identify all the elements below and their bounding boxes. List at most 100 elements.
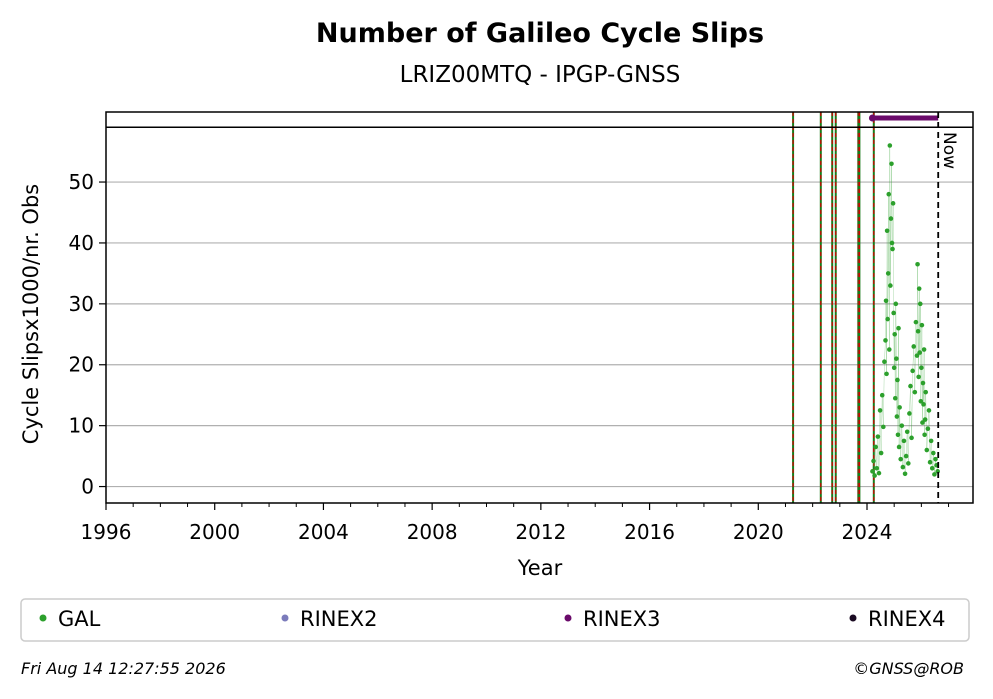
y-tick-label: 0 — [81, 475, 94, 499]
data-point-gal — [892, 331, 898, 337]
data-point-gal — [919, 365, 924, 371]
data-point-gal — [888, 216, 894, 221]
data-point-gal — [924, 447, 930, 453]
legend-marker — [39, 614, 47, 622]
data-point-gal — [889, 240, 895, 246]
legend-box — [20, 598, 970, 642]
chart-title: Number of Galileo Cycle Slips — [316, 18, 764, 49]
x-tick-label: 2016 — [624, 520, 675, 544]
data-point-gal — [928, 438, 934, 444]
x-tick-label: 2008 — [407, 520, 458, 544]
data-point-gal — [908, 383, 913, 389]
data-point-gal — [890, 246, 895, 252]
data-point-gal — [926, 408, 932, 413]
data-point-gal — [884, 228, 890, 234]
data-point-gal — [903, 453, 909, 459]
data-point-gal — [887, 143, 893, 148]
data-point-gal — [921, 402, 926, 407]
y-axis-label: Cycle Slipsx1000/nr. Obs — [19, 184, 43, 444]
data-point-gal — [878, 450, 884, 456]
footer-credit: ©GNSS@ROB — [853, 659, 964, 678]
data-point-gal — [916, 374, 921, 380]
data-point-gal — [877, 408, 883, 413]
data-point-gal — [922, 417, 928, 422]
data-point-gal — [911, 344, 917, 349]
data-point-gal — [917, 350, 923, 355]
data-point-gal — [886, 347, 892, 352]
data-point-gal — [891, 310, 896, 316]
data-point-gal — [900, 464, 906, 470]
data-point-gal — [888, 283, 893, 288]
data-point-gal — [884, 371, 889, 377]
data-point-gal — [922, 432, 927, 438]
data-point-gal — [875, 434, 881, 439]
legend-label: GAL — [58, 607, 101, 631]
grid-lines — [106, 181, 973, 488]
data-point-gal — [874, 465, 880, 471]
legend-marker — [564, 614, 572, 622]
data-point-gal — [902, 471, 908, 477]
data-point-gal — [913, 319, 919, 325]
chart-subtitle: LRIZ00MTQ - IPGP-GNSS — [400, 62, 681, 88]
data-point-gal — [883, 338, 888, 343]
x-tick-label: 2000 — [189, 520, 240, 544]
data-point-gal — [918, 398, 924, 404]
plot-frame — [105, 111, 974, 504]
data-point-gal — [892, 395, 898, 401]
data-point-gal — [870, 469, 875, 474]
data-point-gal — [923, 389, 929, 395]
data-point-gal — [889, 161, 894, 167]
legend-marker — [281, 614, 289, 622]
data-point-gal — [876, 470, 882, 476]
data-point-gal — [907, 411, 912, 416]
data-point-gal — [895, 432, 901, 438]
data-point-gal — [898, 456, 904, 462]
x-axis-label: Year — [517, 556, 563, 580]
data-point-gal — [890, 201, 896, 206]
legend-label: RINEX2 — [300, 607, 378, 631]
data-points — [870, 143, 940, 478]
x-tick-label: 2024 — [842, 520, 893, 544]
data-point-gal — [891, 365, 897, 371]
x-axis: 1996 2000 2004 2008 2012 2016 2020 2024 — [81, 503, 950, 544]
data-point-gal — [933, 456, 938, 462]
data-point-gal — [927, 459, 933, 465]
data-point-gal — [904, 429, 910, 435]
legend-label: RINEX4 — [868, 607, 946, 631]
legend: GAL RINEX2 RINEX3 RINEX4 — [39, 607, 946, 631]
data-point-gal — [894, 414, 900, 419]
legend-label: RINEX3 — [583, 607, 661, 631]
data-point-gal — [873, 444, 879, 450]
data-point-gal — [929, 465, 935, 471]
data-point-gal — [871, 458, 876, 464]
rinex3-period-start — [868, 114, 876, 122]
y-tick-label: 50 — [69, 170, 94, 194]
data-point-gal — [910, 368, 915, 374]
event-lines — [792, 112, 875, 503]
data-point-gal — [925, 426, 931, 431]
data-point-gal — [919, 322, 925, 328]
data-point-gal — [886, 191, 892, 197]
legend-marker — [849, 614, 857, 622]
y-axis: 0 10 20 30 40 50 — [69, 170, 106, 499]
y-tick-label: 40 — [69, 231, 94, 255]
data-point-gal — [914, 353, 920, 358]
data-point-gal — [915, 261, 920, 267]
y-tick-label: 10 — [69, 414, 94, 438]
x-tick-label: 2012 — [515, 520, 566, 544]
data-point-gal — [916, 286, 922, 291]
data-point-gal — [920, 380, 926, 386]
data-point-gal — [931, 450, 936, 456]
data-point-gal — [885, 271, 891, 276]
data-point-gal — [882, 359, 887, 365]
data-point-gal — [921, 347, 927, 352]
data-point-gal — [879, 392, 885, 398]
data-point-gal — [917, 301, 923, 307]
x-tick-label: 1996 — [81, 520, 132, 544]
data-point-gal — [909, 435, 914, 441]
data-point-gal — [896, 444, 902, 450]
data-point-gal — [895, 377, 900, 383]
x-tick-label: 2020 — [733, 520, 784, 544]
data-point-gal — [897, 405, 902, 410]
